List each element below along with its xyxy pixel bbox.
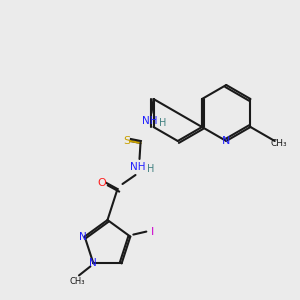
Text: NH: NH [142,116,157,126]
Text: S: S [123,136,130,146]
Text: CH₃: CH₃ [69,277,85,286]
Text: CH₃: CH₃ [270,140,287,148]
Text: N: N [222,136,230,146]
Text: N: N [88,258,96,268]
Text: NH: NH [130,162,145,172]
Text: O: O [97,178,106,188]
Text: H: H [147,164,154,174]
Text: N: N [79,232,87,242]
Text: H: H [159,118,166,128]
Text: I: I [151,226,154,237]
